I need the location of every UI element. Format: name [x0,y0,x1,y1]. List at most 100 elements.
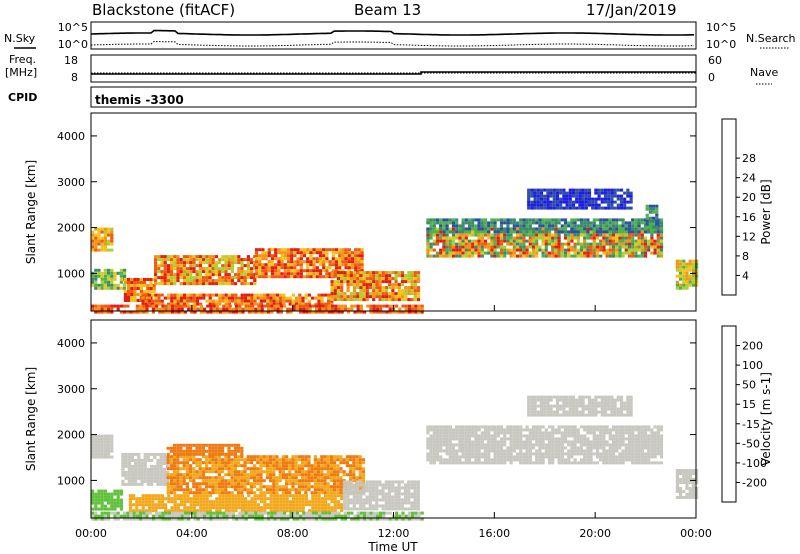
velocity-cell [320,500,324,504]
velocity-cell [493,455,497,459]
velocity-cell [371,504,376,508]
power-cell [279,299,283,303]
power-cell [260,310,264,314]
power-cell [218,276,222,280]
velocity-cell [352,461,356,465]
velocity-cell [259,455,263,459]
power-cell [251,310,255,314]
power-cell [634,254,638,258]
velocity-cell [329,479,333,483]
velocity-cell [407,495,411,499]
power-cell [133,293,137,296]
velocity-cell [166,482,170,486]
power-cell [439,251,443,255]
velocity-cell [192,476,196,480]
power-cell [547,218,552,222]
velocity-cell [301,458,305,462]
velocity-cell [196,509,200,513]
velocity-cell [94,455,98,459]
velocity-cell [464,425,468,429]
power-cell [691,265,695,269]
power-cell [653,248,657,252]
velocity-cell [137,452,141,456]
power-cell [331,269,335,273]
power-cell [531,245,536,249]
power-cell [365,283,369,287]
velocity-cell [130,476,134,480]
velocity-cell [439,458,443,462]
power-cell [388,307,392,311]
power-cell [110,274,114,278]
velocity-cell [336,476,340,480]
velocity-cell [179,479,183,483]
power-cell [685,280,689,284]
velocity-cell [237,476,241,480]
velocity-cell [153,479,157,483]
velocity-cell [262,491,266,495]
power-cell [154,264,158,268]
velocity-cell [177,517,181,521]
velocity-cell [249,458,253,462]
velocity-cell [285,461,289,465]
power-cell [286,248,291,252]
power-cell [254,310,258,314]
velocity-cell [170,500,174,504]
velocity-cell [214,485,218,489]
velocity-cell [253,473,257,477]
power-cell [154,276,158,280]
power-cell [509,248,513,252]
velocity-cell [375,501,379,505]
velocity-cell [343,486,347,490]
power-cell [231,307,235,311]
power-cell [347,266,351,270]
velocity-cell [439,428,443,432]
velocity-cell [230,473,234,477]
power-cell [522,248,526,252]
velocity-cell [323,476,327,480]
velocity-cell [116,489,120,493]
power-cell [94,274,98,278]
power-cell [589,245,593,249]
velocity-cell [227,485,231,489]
power-cell [107,277,111,281]
velocity-cell [432,458,436,462]
velocity-cell [397,489,401,493]
power-cell [274,266,278,270]
velocity-cell [202,497,206,501]
velocity-cell [211,449,215,453]
power-cell [94,239,98,243]
power-cell [575,206,579,210]
velocity-cell [387,480,392,484]
power-cell [461,236,465,240]
power-cell [299,260,303,264]
power-cell [163,258,167,262]
velocity-cell [375,480,379,484]
power-cell [270,254,275,258]
power-cell [164,304,168,308]
velocity-cell [215,517,219,521]
power-cell [634,245,638,249]
velocity-cell [161,514,165,518]
power-cell [575,197,579,201]
power-cell [602,245,606,249]
power-cell [442,224,446,228]
power-cell [318,263,323,267]
power-cell [554,251,558,255]
power-cell [163,264,167,268]
power-cell [293,263,297,267]
power-cell [384,289,389,293]
power-cell [461,227,465,231]
velocity-cell [140,458,144,462]
velocity-cell [215,514,219,518]
power-cell [315,266,319,270]
power-cell [551,251,555,255]
velocity-cell [254,511,258,515]
velocity-cell [266,497,270,501]
velocity-cell [448,425,452,429]
power-cell [354,260,358,264]
power-cell [264,266,268,270]
power-cell [679,271,683,275]
power-cell [378,292,382,296]
velocity-cell [205,458,209,462]
power-cell [515,245,520,249]
